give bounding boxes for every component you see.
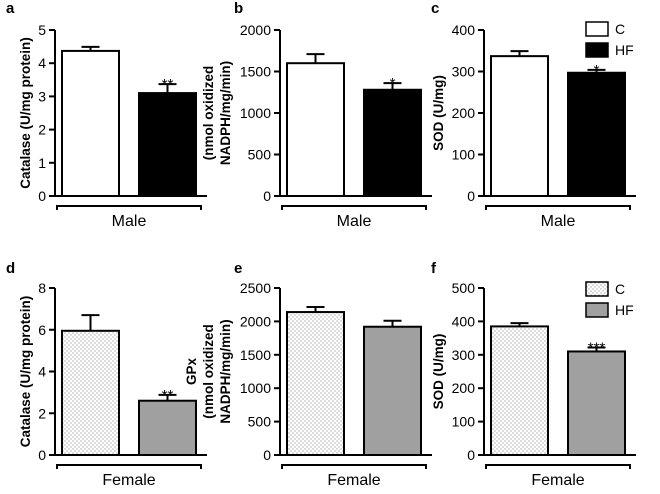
y-tick-label: 2500: [240, 280, 271, 296]
bar-c: [61, 329, 120, 457]
group-bracket: [56, 464, 202, 469]
x-axis-label: Male: [541, 213, 576, 230]
significance-marker: **: [162, 387, 174, 404]
y-tick-label: 0: [263, 447, 271, 463]
y-axis-label: GPx: [184, 358, 199, 386]
y-axis-label: (nmol oxidized: [201, 66, 216, 161]
legend-swatch-hf: [585, 42, 609, 58]
group-bracket: [281, 205, 427, 210]
bar-hf: [363, 88, 422, 197]
panel-letter: f: [431, 260, 437, 277]
y-axis-label: NADPH/mg/min): [218, 319, 233, 423]
x-axis-label: Female: [531, 472, 584, 489]
y-tick-label: 300: [452, 347, 476, 363]
y-tick-label: 2: [38, 122, 46, 138]
x-axis-label: Male: [112, 213, 147, 230]
y-tick-label: 0: [467, 447, 475, 463]
y-tick-label: 2: [38, 405, 46, 421]
y-tick-label: 1500: [240, 347, 271, 363]
bar-c: [286, 62, 345, 198]
y-tick-label: 500: [248, 414, 272, 430]
chart-panel-c: c 0 100 200 300 400 SOD (U/mg) * Male: [431, 0, 636, 230]
y-tick-label: 5: [38, 22, 46, 38]
chart-panel-f: f 0 100 200 300 400 500 SOD (U/mg) *** Female: [431, 260, 636, 489]
panel-letter: b: [234, 0, 243, 17]
y-axis-label: NADPH/mg/min): [218, 61, 233, 165]
y-axis-label: SOD (U/mg): [431, 75, 446, 151]
panel-letter: a: [6, 0, 15, 17]
y-tick-label: 500: [248, 147, 272, 163]
y-tick-label: 3: [38, 88, 46, 104]
panel-letter: c: [431, 0, 439, 17]
group-bracket: [485, 464, 631, 469]
x-axis-label: Male: [337, 213, 372, 230]
y-tick-label: 0: [38, 447, 46, 463]
y-tick-label: 4: [38, 364, 46, 380]
y-tick-label: 2000: [240, 22, 271, 38]
group-bracket: [281, 464, 427, 469]
x-axis-label: Female: [327, 472, 380, 489]
y-axis-label: GPx: [184, 99, 199, 127]
y-tick-label: 200: [452, 105, 476, 121]
significance-marker: *: [594, 62, 600, 79]
bar-hf: [138, 399, 197, 457]
y-tick-label: 200: [452, 380, 476, 396]
y-axis-label: Catalase (U/mg protein): [18, 296, 33, 448]
y-tick-label: 300: [452, 64, 476, 80]
x-axis-label: Female: [102, 472, 155, 489]
chart-panel-e: e 0 500 1000 1500 2000 2500 GPx (nmol oxidized NA…: [184, 260, 432, 489]
bar-hf: [567, 350, 626, 456]
panel-letter: e: [234, 260, 242, 277]
y-tick-label: 400: [452, 313, 476, 329]
y-tick-label: 4: [38, 55, 46, 71]
bar-c: [490, 325, 549, 456]
y-tick-label: 400: [452, 22, 476, 38]
y-tick-label: 0: [263, 188, 271, 204]
y-tick-label: 100: [452, 147, 476, 163]
bar-hf: [363, 325, 422, 456]
legend-swatch-c: [585, 21, 609, 37]
y-tick-label: 1000: [240, 105, 271, 121]
legend-swatch-hf: [585, 302, 609, 318]
chart-panel-a: a 0 1 2 3 4 5 Catalase (U/mg protein) ** Male: [6, 0, 207, 230]
bar-c: [61, 49, 120, 197]
legend-label: C: [615, 281, 625, 297]
y-tick-label: 100: [452, 414, 476, 430]
significance-marker: ***: [588, 339, 606, 356]
significance-marker: *: [390, 75, 396, 92]
y-axis-label: (nmol oxidized: [201, 324, 216, 419]
y-tick-label: 0: [467, 188, 475, 204]
legend-label: HF: [615, 302, 634, 318]
legend: C HF: [585, 281, 634, 318]
y-axis-label: Catalase (U/mg protein): [18, 37, 33, 189]
bar-c: [490, 55, 549, 197]
y-tick-label: 1: [38, 155, 46, 171]
legend-label: HF: [615, 42, 634, 58]
group-bracket: [485, 205, 631, 210]
y-axis-label: SOD (U/mg): [431, 334, 446, 410]
y-tick-label: 1000: [240, 380, 271, 396]
y-tick-label: 0: [38, 188, 46, 204]
legend: C HF: [585, 21, 634, 58]
y-tick-label: 1500: [240, 64, 271, 80]
legend-swatch-c: [585, 281, 609, 297]
legend-label: C: [615, 21, 625, 37]
y-tick-label: 8: [38, 280, 46, 296]
panel-letter: d: [6, 260, 15, 277]
bar-hf: [567, 71, 626, 197]
group-bracket: [56, 205, 202, 210]
bar-c: [286, 311, 345, 456]
significance-marker: **: [162, 76, 174, 93]
chart-panel-b: b 0 500 1000 1500 2000 GPx (nmol oxidized NADPH/…: [184, 0, 432, 230]
y-tick-label: 2000: [240, 313, 271, 329]
chart-panel-d: d 0 2 4 6 8 Catalase (U/mg protein) ** Female: [6, 260, 207, 489]
y-tick-label: 500: [452, 280, 476, 296]
y-tick-label: 6: [38, 322, 46, 338]
